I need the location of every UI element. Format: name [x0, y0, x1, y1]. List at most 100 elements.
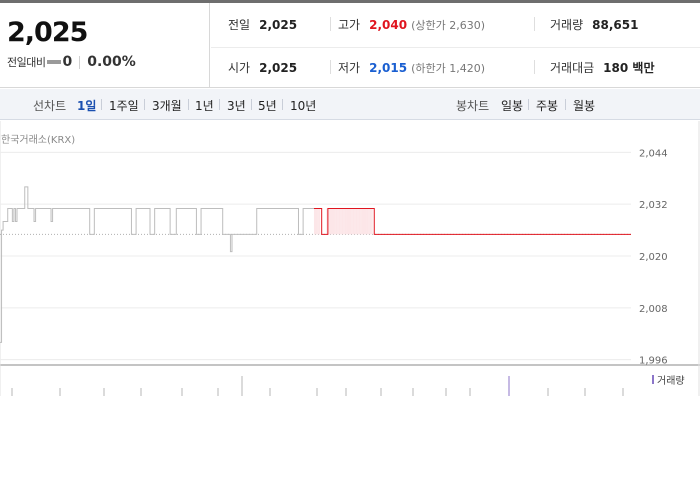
up-fill [341, 208, 344, 235]
up-fill [326, 208, 328, 235]
row-divider [211, 47, 700, 48]
up-fill [329, 208, 331, 235]
up-fill [315, 208, 318, 235]
stat-volume: 거래량 88,651 [550, 16, 638, 33]
lower-limit: (하한가 1,420) [411, 62, 485, 75]
up-fill [366, 208, 369, 235]
prev-close-label: 전일 [228, 18, 251, 32]
high-value: 2,040 [369, 18, 408, 32]
up-fill [371, 208, 373, 235]
up-fill [332, 208, 335, 235]
stat-low: 저가 2,015 (하한가 1,420) [338, 59, 485, 76]
volume-legend: 거래량 [652, 372, 685, 387]
top-border [0, 0, 700, 3]
up-fill [363, 208, 365, 235]
low-label: 저가 [338, 61, 361, 75]
change-percent: 0.00% [87, 54, 136, 70]
y-tick-label: 1,996 [639, 356, 668, 367]
up-fill [361, 208, 364, 235]
change-row: 전일대비 0 0.00% [7, 54, 136, 70]
volume-label: 거래량 [550, 18, 584, 32]
up-fill-area [313, 208, 373, 235]
divider [219, 99, 220, 110]
amount-value: 180 백만 [603, 61, 655, 75]
price-segment [313, 207, 631, 235]
chart-tab-bar: 선차트 1일 1주일 3개월 1년 3년 5년 10년 봉차트 일봉 주봉 월봉 [0, 89, 700, 120]
open-value: 2,025 [259, 61, 298, 75]
chart-grid [0, 121, 700, 396]
upper-limit: (상한가 2,630) [411, 19, 485, 32]
up-fill [346, 208, 348, 235]
tab-daily-candle[interactable]: 일봉 [501, 99, 524, 113]
data-source: 한국거래소(KRX) [1, 135, 76, 146]
up-fill [364, 208, 367, 235]
divider [282, 99, 283, 110]
tab-1week[interactable]: 1주일 [109, 99, 139, 113]
change-label: 전일대비 [7, 56, 46, 69]
stat-amount: 거래대금 180 백만 [550, 59, 654, 76]
up-fill [357, 208, 359, 235]
volume-legend-label: 거래량 [657, 376, 685, 387]
up-fill [360, 208, 362, 235]
up-fill [313, 208, 316, 235]
tab-10year[interactable]: 10년 [290, 99, 317, 113]
stat-open: 시가 2,025 [228, 59, 297, 76]
flat-icon [47, 60, 62, 64]
change-value: 0 [62, 54, 73, 70]
up-fill [347, 208, 350, 235]
divider [528, 99, 529, 110]
open-label: 시가 [228, 61, 251, 75]
up-fill [335, 208, 338, 235]
price-line [0, 186, 631, 343]
divider [79, 55, 81, 69]
tab-monthly-candle[interactable]: 월봉 [573, 99, 596, 113]
low-value: 2,015 [369, 61, 408, 75]
up-fill [343, 208, 345, 235]
volume-bars [11, 376, 624, 396]
y-tick-label: 2,008 [639, 304, 668, 315]
tab-5year[interactable]: 5년 [258, 99, 277, 113]
up-fill [369, 208, 372, 235]
divider [251, 99, 252, 110]
tab-1day[interactable]: 1일 [77, 99, 97, 113]
divider [534, 17, 535, 31]
price-segment [0, 186, 314, 343]
divider [565, 99, 566, 110]
up-fill [351, 208, 353, 235]
tab-weekly-candle[interactable]: 주봉 [536, 99, 559, 113]
current-price: 2,025 [7, 17, 88, 48]
y-axis-labels: 2,044 2,032 2,020 2,008 1,996 [639, 148, 668, 366]
up-fill [334, 208, 336, 235]
up-fill [338, 208, 341, 235]
divider [144, 99, 145, 110]
stat-prev-close: 전일 2,025 [228, 16, 297, 33]
up-fill [368, 208, 370, 235]
volume-swatch [652, 375, 654, 384]
line-chart-label: 선차트 [33, 99, 67, 113]
y-tick-label: 2,044 [639, 148, 668, 159]
up-fill [355, 208, 358, 235]
up-fill [344, 208, 347, 235]
volume-value: 88,651 [592, 18, 639, 32]
tab-3year[interactable]: 3년 [227, 99, 246, 113]
divider [101, 99, 102, 110]
price-box: 2,025 전일대비 0 0.00% [0, 3, 210, 88]
up-fill [349, 208, 352, 235]
tab-1year[interactable]: 1년 [195, 99, 214, 113]
up-fill [340, 208, 342, 235]
price-chart[interactable]: 2,044 2,032 2,020 2,008 1,996 [0, 121, 700, 396]
up-fill [352, 208, 355, 235]
candle-chart-label: 봉차트 [456, 99, 490, 113]
divider [534, 60, 535, 74]
up-fill [318, 208, 321, 235]
y-tick-label: 2,020 [639, 252, 668, 263]
up-fill [337, 208, 339, 235]
up-fill [327, 208, 330, 235]
up-fill [358, 208, 361, 235]
amount-label: 거래대금 [550, 61, 595, 75]
y-tick-label: 2,032 [639, 200, 668, 211]
tab-3month[interactable]: 3개월 [152, 99, 182, 113]
divider [330, 60, 331, 74]
up-fill [330, 208, 333, 235]
high-label: 고가 [338, 18, 361, 32]
